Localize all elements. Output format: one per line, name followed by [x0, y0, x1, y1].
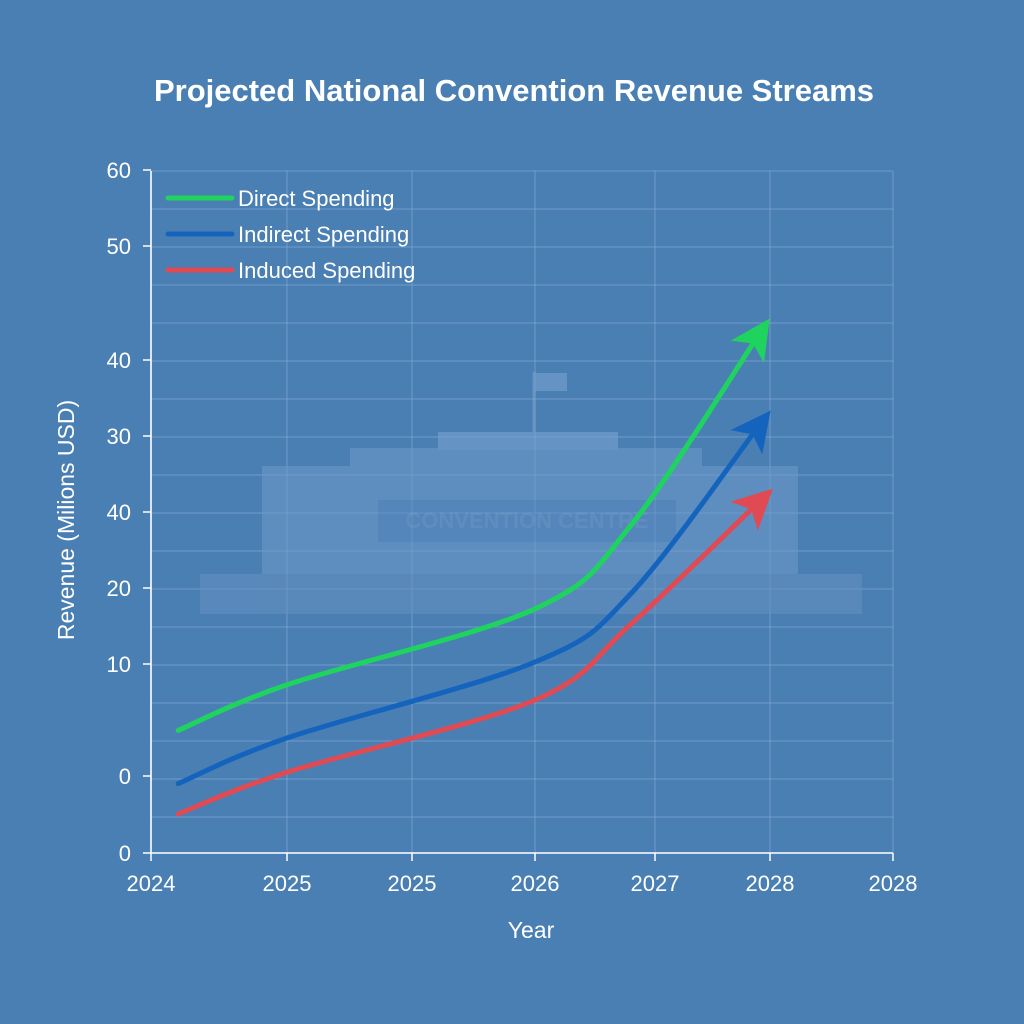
building-left-wing: [262, 466, 352, 591]
series-line-indirect-spending: [175, 410, 771, 787]
y-tick-label: 0: [119, 764, 131, 789]
y-ticks: 0 0 10 20 40 30 40 50 60: [107, 158, 151, 866]
x-tick-label: 2026: [511, 871, 560, 896]
x-axis-label: Year: [508, 917, 555, 943]
x-ticks: 2024 2025 2025 2026 2027 2028 2028: [127, 853, 918, 896]
y-tick-label: 60: [107, 158, 131, 183]
y-tick-label: 40: [107, 500, 131, 525]
y-tick-label: 20: [107, 576, 131, 601]
series-line-direct-spending: [175, 318, 770, 733]
crowd-band: [200, 574, 862, 614]
convention-centre-illustration: CONVENTION CENTRE: [200, 372, 862, 614]
series-lines: [175, 318, 773, 817]
flag: [535, 373, 567, 391]
y-tick-label: 30: [107, 424, 131, 449]
y-axis-label: Revenue (Milions USD): [53, 400, 79, 640]
series-line-induced-spending: [175, 488, 773, 817]
y-tick-label: 10: [107, 652, 131, 677]
legend-label: Direct Spending: [238, 186, 395, 211]
y-tick-label: 50: [107, 234, 131, 259]
building-sign-panel: [378, 500, 676, 542]
x-tick-label: 2027: [631, 871, 680, 896]
x-tick-label: 2025: [388, 871, 437, 896]
legend-label: Induced Spending: [238, 258, 415, 283]
legend: Direct Spending Indirect Spending Induced …: [165, 186, 415, 283]
chart-title: Projected National Convention Revenue St…: [154, 73, 874, 108]
x-tick-label: 2028: [746, 871, 795, 896]
legend-label: Indirect Spending: [238, 222, 409, 247]
background-label: CONVENTION CENTRE: [405, 508, 648, 533]
x-tick-label: 2024: [127, 871, 176, 896]
x-tick-label: 2025: [263, 871, 312, 896]
y-tick-label: 40: [107, 348, 131, 373]
y-tick-label: 0: [119, 841, 131, 866]
building-roof: [438, 432, 618, 450]
x-tick-label: 2028: [869, 871, 918, 896]
